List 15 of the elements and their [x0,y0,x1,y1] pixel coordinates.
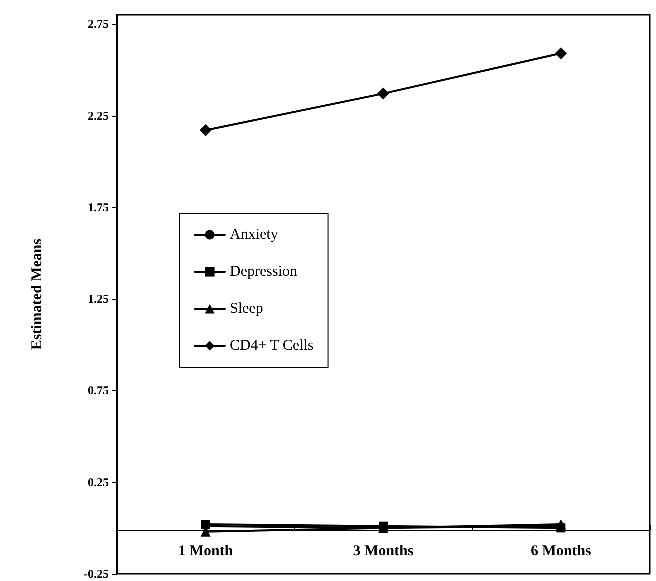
y-axis-title: Estimated Means [30,238,46,350]
y-tick-label: -0.25 [84,567,109,581]
y-tick-label: 1.75 [88,200,109,214]
y-tick-label: 0.75 [88,384,109,398]
x-tick-label: 3 Months [353,543,414,560]
y-tick-label: 2.25 [88,108,109,123]
legend-label: Sleep [230,301,264,317]
x-tick-label: 6 Months [530,543,592,560]
legend-label: Depression [230,264,298,280]
legend-label: Anxiety [230,227,279,243]
y-tick-label: 1.25 [88,292,109,306]
y-tick-label: 0.25 [88,475,109,490]
x-tick-label: 1 Month [178,543,234,560]
legend-label: CD4+ T Cells [230,338,314,354]
y-tick-label: 2.75 [88,17,109,32]
